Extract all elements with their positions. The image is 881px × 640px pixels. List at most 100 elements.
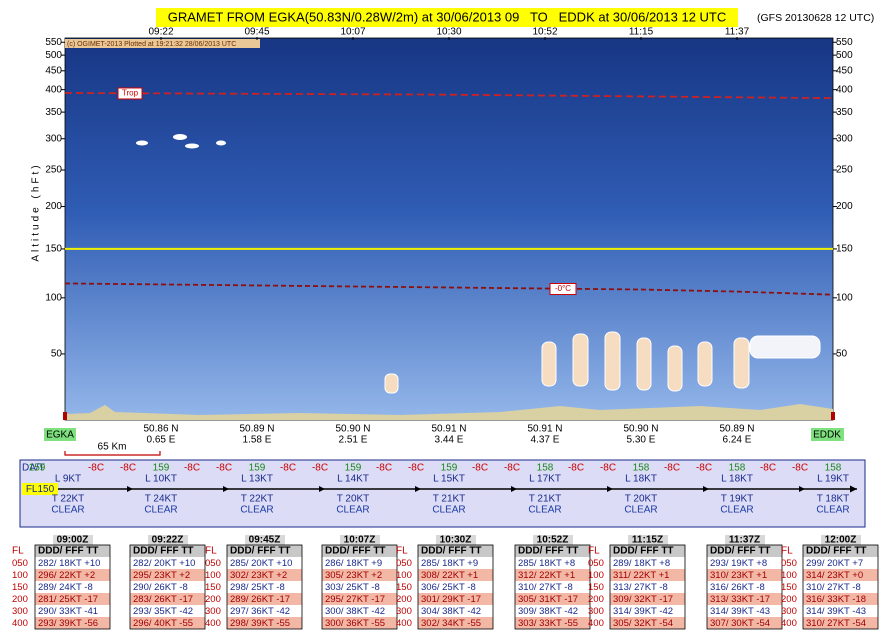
temperature: -8C [184,463,200,474]
table-row [515,593,590,605]
density-altitude: 158 [537,463,554,474]
table-time-box [821,535,861,545]
table-row [35,605,110,617]
table-cell: 302/ 23KT +2 [230,570,287,581]
table-cell: 282/ 20KT +10 [133,558,195,569]
y-tick-label: 550 [836,37,853,48]
table-row [707,593,782,605]
cumulus-clouds [384,331,821,394]
level-wind: L 17KT [529,474,561,485]
weather: CLEAR [144,505,177,516]
fl-level: 200 [781,594,797,605]
table-cell: 307/ 30KT -54 [710,618,770,629]
table-time: 12:00Z [825,535,857,546]
y-tick-label: 50 [836,349,848,360]
table-cell: 303/ 25KT -8 [325,582,380,593]
fl-header: FL [12,546,24,557]
track-wind: T 22KT [241,494,274,505]
table-row [803,557,878,569]
table-header: DDD/ FFF TT [421,546,482,557]
route-arrow [607,486,613,492]
table-header-box [322,545,397,557]
track-wind: T 19KT [721,494,754,505]
table-cell: 310/ 27KT -54 [806,618,866,629]
table-header-box [35,545,110,557]
y-tick-label: 100 [836,292,853,303]
fl-level: 300 [205,606,221,617]
temperature: -8C [216,463,232,474]
track-wind: T 22KT [52,494,85,505]
y-tick-label: 150 [836,244,853,255]
table-row [227,605,302,617]
route-arrow [415,486,421,492]
x-tick-label: 10:30 [436,27,461,38]
table-row [227,617,302,629]
table-row [418,593,493,605]
route-arrow [799,486,805,492]
table-row [130,557,205,569]
table-row [610,605,685,617]
y-tick-label: 350 [45,107,62,118]
table-border [609,544,686,630]
table-row [610,581,685,593]
table-row [322,617,397,629]
title-box [156,8,738,27]
table-border [129,544,206,630]
wind-strip [19,459,866,528]
table-row [803,605,878,617]
table-border [514,544,591,630]
table-cell: 313/ 27KT -8 [613,582,668,593]
table-header: DDD/ FFF TT [710,546,771,557]
table-cell: 283/ 26KT -17 [133,594,193,605]
route-arrow [319,486,325,492]
density-altitude: 159 [441,463,458,474]
y-tick-label: 50 [51,349,63,360]
table-header-box [515,545,590,557]
table-header: DDD/ FFF TT [806,546,867,557]
table-cell: 298/ 39KT -55 [230,618,290,629]
table-row [130,593,205,605]
table-row [610,617,685,629]
table-border [321,544,398,630]
fl-level: 200 [396,594,412,605]
y-tick-label: 400 [836,84,853,95]
weather: CLEAR [624,505,657,516]
fl-level: 400 [588,618,604,629]
cloud [572,333,589,387]
fl-header: FL [588,546,600,557]
latitude: 50.91 N [527,424,562,435]
density-altitude: 159 [29,463,46,474]
table-row [803,581,878,593]
y-tick-label: 150 [45,244,62,255]
terrain [65,404,833,420]
longitude: 1.58 E [243,435,272,446]
route-arrow [127,486,133,492]
series-line [64,282,834,296]
table-time: 09:22Z [152,535,184,546]
cloud [733,337,750,389]
table-time-box [148,535,188,545]
table-row [35,557,110,569]
table-cell: 296/ 40KT -55 [133,618,193,629]
level-wind: L 15KT [433,474,465,485]
title: GRAMET FROM EGKA(50.83N/0.28W/2m) at 30/… [168,9,727,24]
fl-level: 050 [12,558,28,569]
fl-level: 400 [781,618,797,629]
table-cell: 310/ 23KT +1 [710,570,767,581]
table-row [35,569,110,581]
table-row [707,569,782,581]
table-cell: 302/ 34KT -55 [421,618,481,629]
table-row [227,557,302,569]
table-cell: 303/ 33KT -55 [518,618,578,629]
density-altitude: 159 [249,463,266,474]
fl-level: 300 [12,606,28,617]
longitude: 3.44 E [435,435,464,446]
origin-box [44,428,76,441]
table-cell: 286/ 18KT +9 [325,558,382,569]
table-row [803,569,878,581]
fl-level: 300 [396,606,412,617]
route-arrow [511,486,517,492]
weather: CLEAR [816,505,849,516]
y-tick-label: 200 [45,201,62,212]
table-row [130,569,205,581]
